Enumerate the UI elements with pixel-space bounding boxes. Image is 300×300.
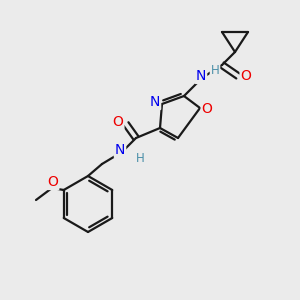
Text: O: O	[48, 175, 58, 189]
Text: N: N	[115, 143, 125, 157]
Text: N: N	[196, 69, 206, 83]
Text: O: O	[241, 69, 251, 83]
Text: H: H	[211, 64, 219, 76]
Text: H: H	[136, 152, 144, 166]
Text: N: N	[150, 95, 160, 109]
Text: O: O	[202, 102, 212, 116]
Text: O: O	[112, 115, 123, 129]
